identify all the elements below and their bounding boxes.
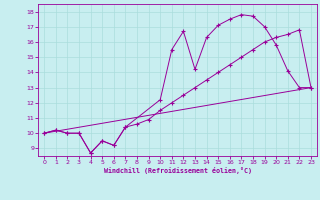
X-axis label: Windchill (Refroidissement éolien,°C): Windchill (Refroidissement éolien,°C) — [104, 167, 252, 174]
